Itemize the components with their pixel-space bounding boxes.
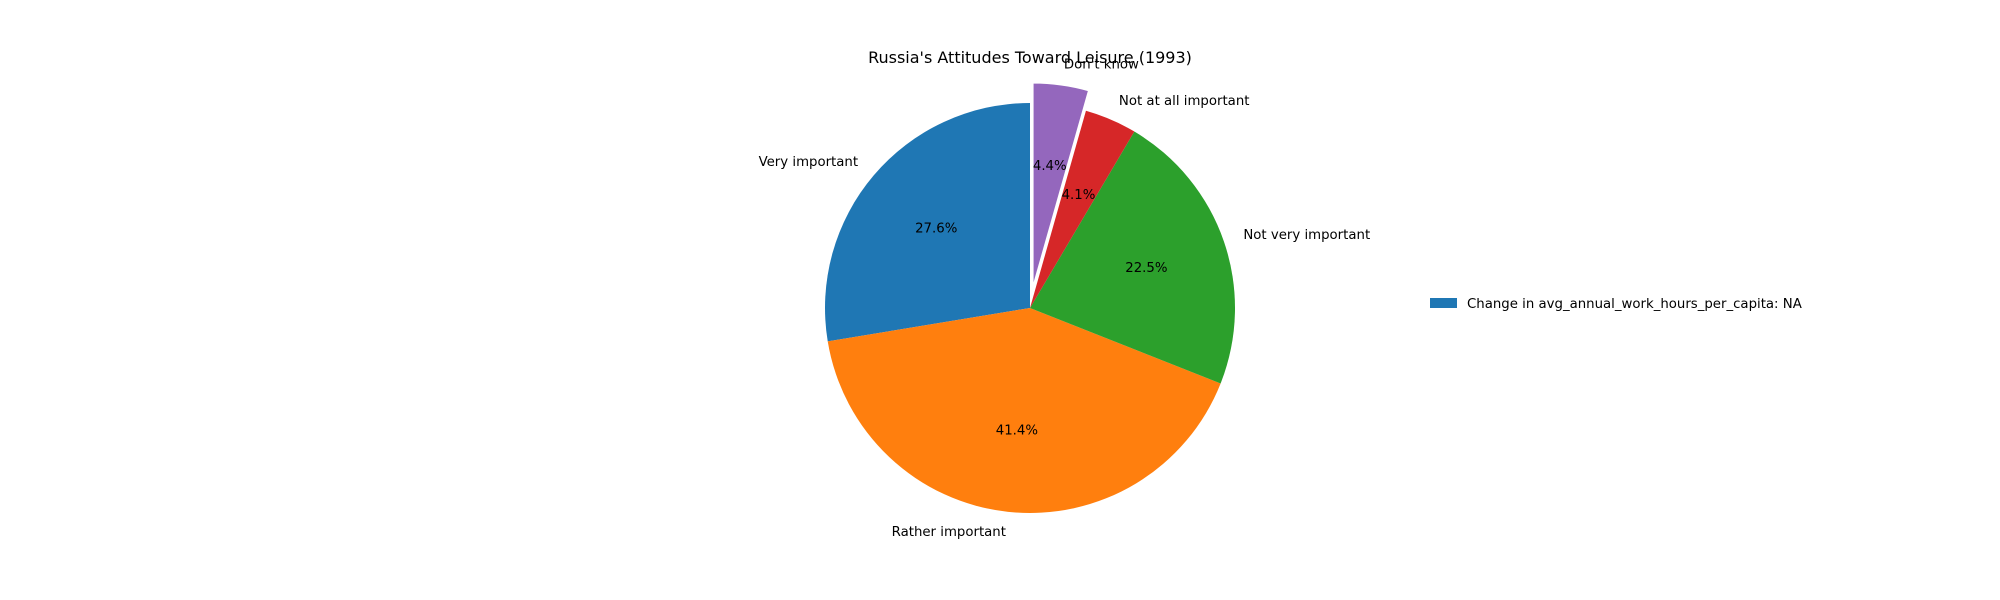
slice-label-rather-important: Rather important [892, 525, 1006, 540]
pie-slices [824, 81, 1235, 513]
slice-percent-very-important: 27.6% [915, 221, 957, 236]
slice-label-not-very-important: Not very important [1243, 228, 1370, 243]
legend-swatch [1430, 298, 1457, 308]
pie-slice-not-at-all-important [1030, 110, 1135, 308]
pie-slice-not-very-important [1030, 131, 1235, 384]
slice-percent-rather-important: 41.4% [996, 423, 1038, 438]
pie-slice-very-important [824, 103, 1030, 342]
pie-labels: Very important 27.6% Rather important 41.4%… [759, 57, 1371, 540]
legend-entry-label: Change in avg_annual_work_hours_per_capi… [1467, 297, 1802, 312]
pie-slice-don-t-know [1032, 81, 1090, 288]
slice-label-very-important: Very important [759, 155, 859, 170]
chart-title: Russia's Attitudes Toward Leisure (1993) [868, 48, 1192, 67]
slice-percent-don-t-know: 4.4% [1033, 159, 1067, 174]
slice-label-not-at-all-important: Not at all important [1119, 94, 1250, 109]
pie-slice-rather-important [827, 308, 1221, 513]
slice-percent-not-at-all-important: 4.1% [1062, 188, 1096, 203]
slice-percent-not-very-important: 22.5% [1125, 261, 1167, 276]
slice-label-don-t-know: Don't know [1064, 57, 1139, 72]
legend: Change in avg_annual_work_hours_per_capi… [1430, 297, 1802, 312]
